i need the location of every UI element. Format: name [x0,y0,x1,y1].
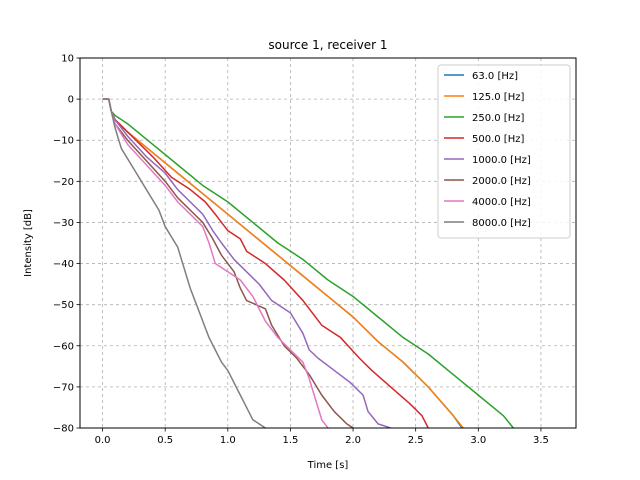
series-line-4 [102,98,391,428]
x-axis: 0.0 0.5 1.0 1.5 2.0 2.5 3.0 3.5 [95,428,549,446]
legend-label-6: 4000.0 [Hz] [472,197,531,208]
x-tick-label: 1.5 [282,435,298,446]
x-tick-label: 3.0 [470,435,486,446]
x-axis-label: Time [s] [307,460,349,471]
legend-label-3: 500.0 [Hz] [472,134,524,145]
legend: 63.0 [Hz] 125.0 [Hz] 250.0 [Hz] 500.0 [Hz] 1… [437,64,571,239]
series-line-5 [102,98,354,428]
series-line-2 [102,98,514,428]
y-axis-label: Intensity [dB] [23,209,34,277]
y-tick-label: −80 [53,424,74,435]
x-tick-label: 1.0 [220,435,236,446]
series-line-6 [102,98,329,428]
legend-label-5: 2000.0 [Hz] [472,176,531,187]
y-tick-label: 10 [61,54,74,65]
legend-label-7: 8000.0 [Hz] [472,218,531,229]
y-tick-label: −20 [53,177,74,188]
legend-box [437,64,571,239]
y-tick-label: −30 [53,218,74,229]
legend-label-2: 250.0 [Hz] [472,113,524,124]
y-tick-label: −10 [53,136,74,147]
plot-frame [79,57,577,429]
x-tick-label: 0.5 [157,435,173,446]
series-line-7 [102,98,266,428]
y-tick-label: −40 [53,259,74,270]
x-tick-label: 3.5 [533,435,549,446]
y-tick-label: 0 [68,95,74,106]
y-tick-label: −60 [53,341,74,352]
y-tick-label: −50 [53,300,74,311]
x-tick-label: 2.5 [408,435,424,446]
legend-label-4: 1000.0 [Hz] [472,155,531,166]
x-tick-label: 0.0 [95,435,111,446]
series-layer [102,98,514,428]
legend-label-0: 63.0 [Hz] [472,71,518,82]
x-tick-label: 2.0 [345,435,361,446]
legend-label-1: 125.0 [Hz] [472,92,524,103]
series-line-3 [102,98,429,428]
chart-title: source 1, receiver 1 [268,38,387,52]
y-axis: 10 0 −10 −20 −30 −40 −50 −60 −70 −80 [53,54,80,435]
y-tick-label: −70 [53,382,74,393]
